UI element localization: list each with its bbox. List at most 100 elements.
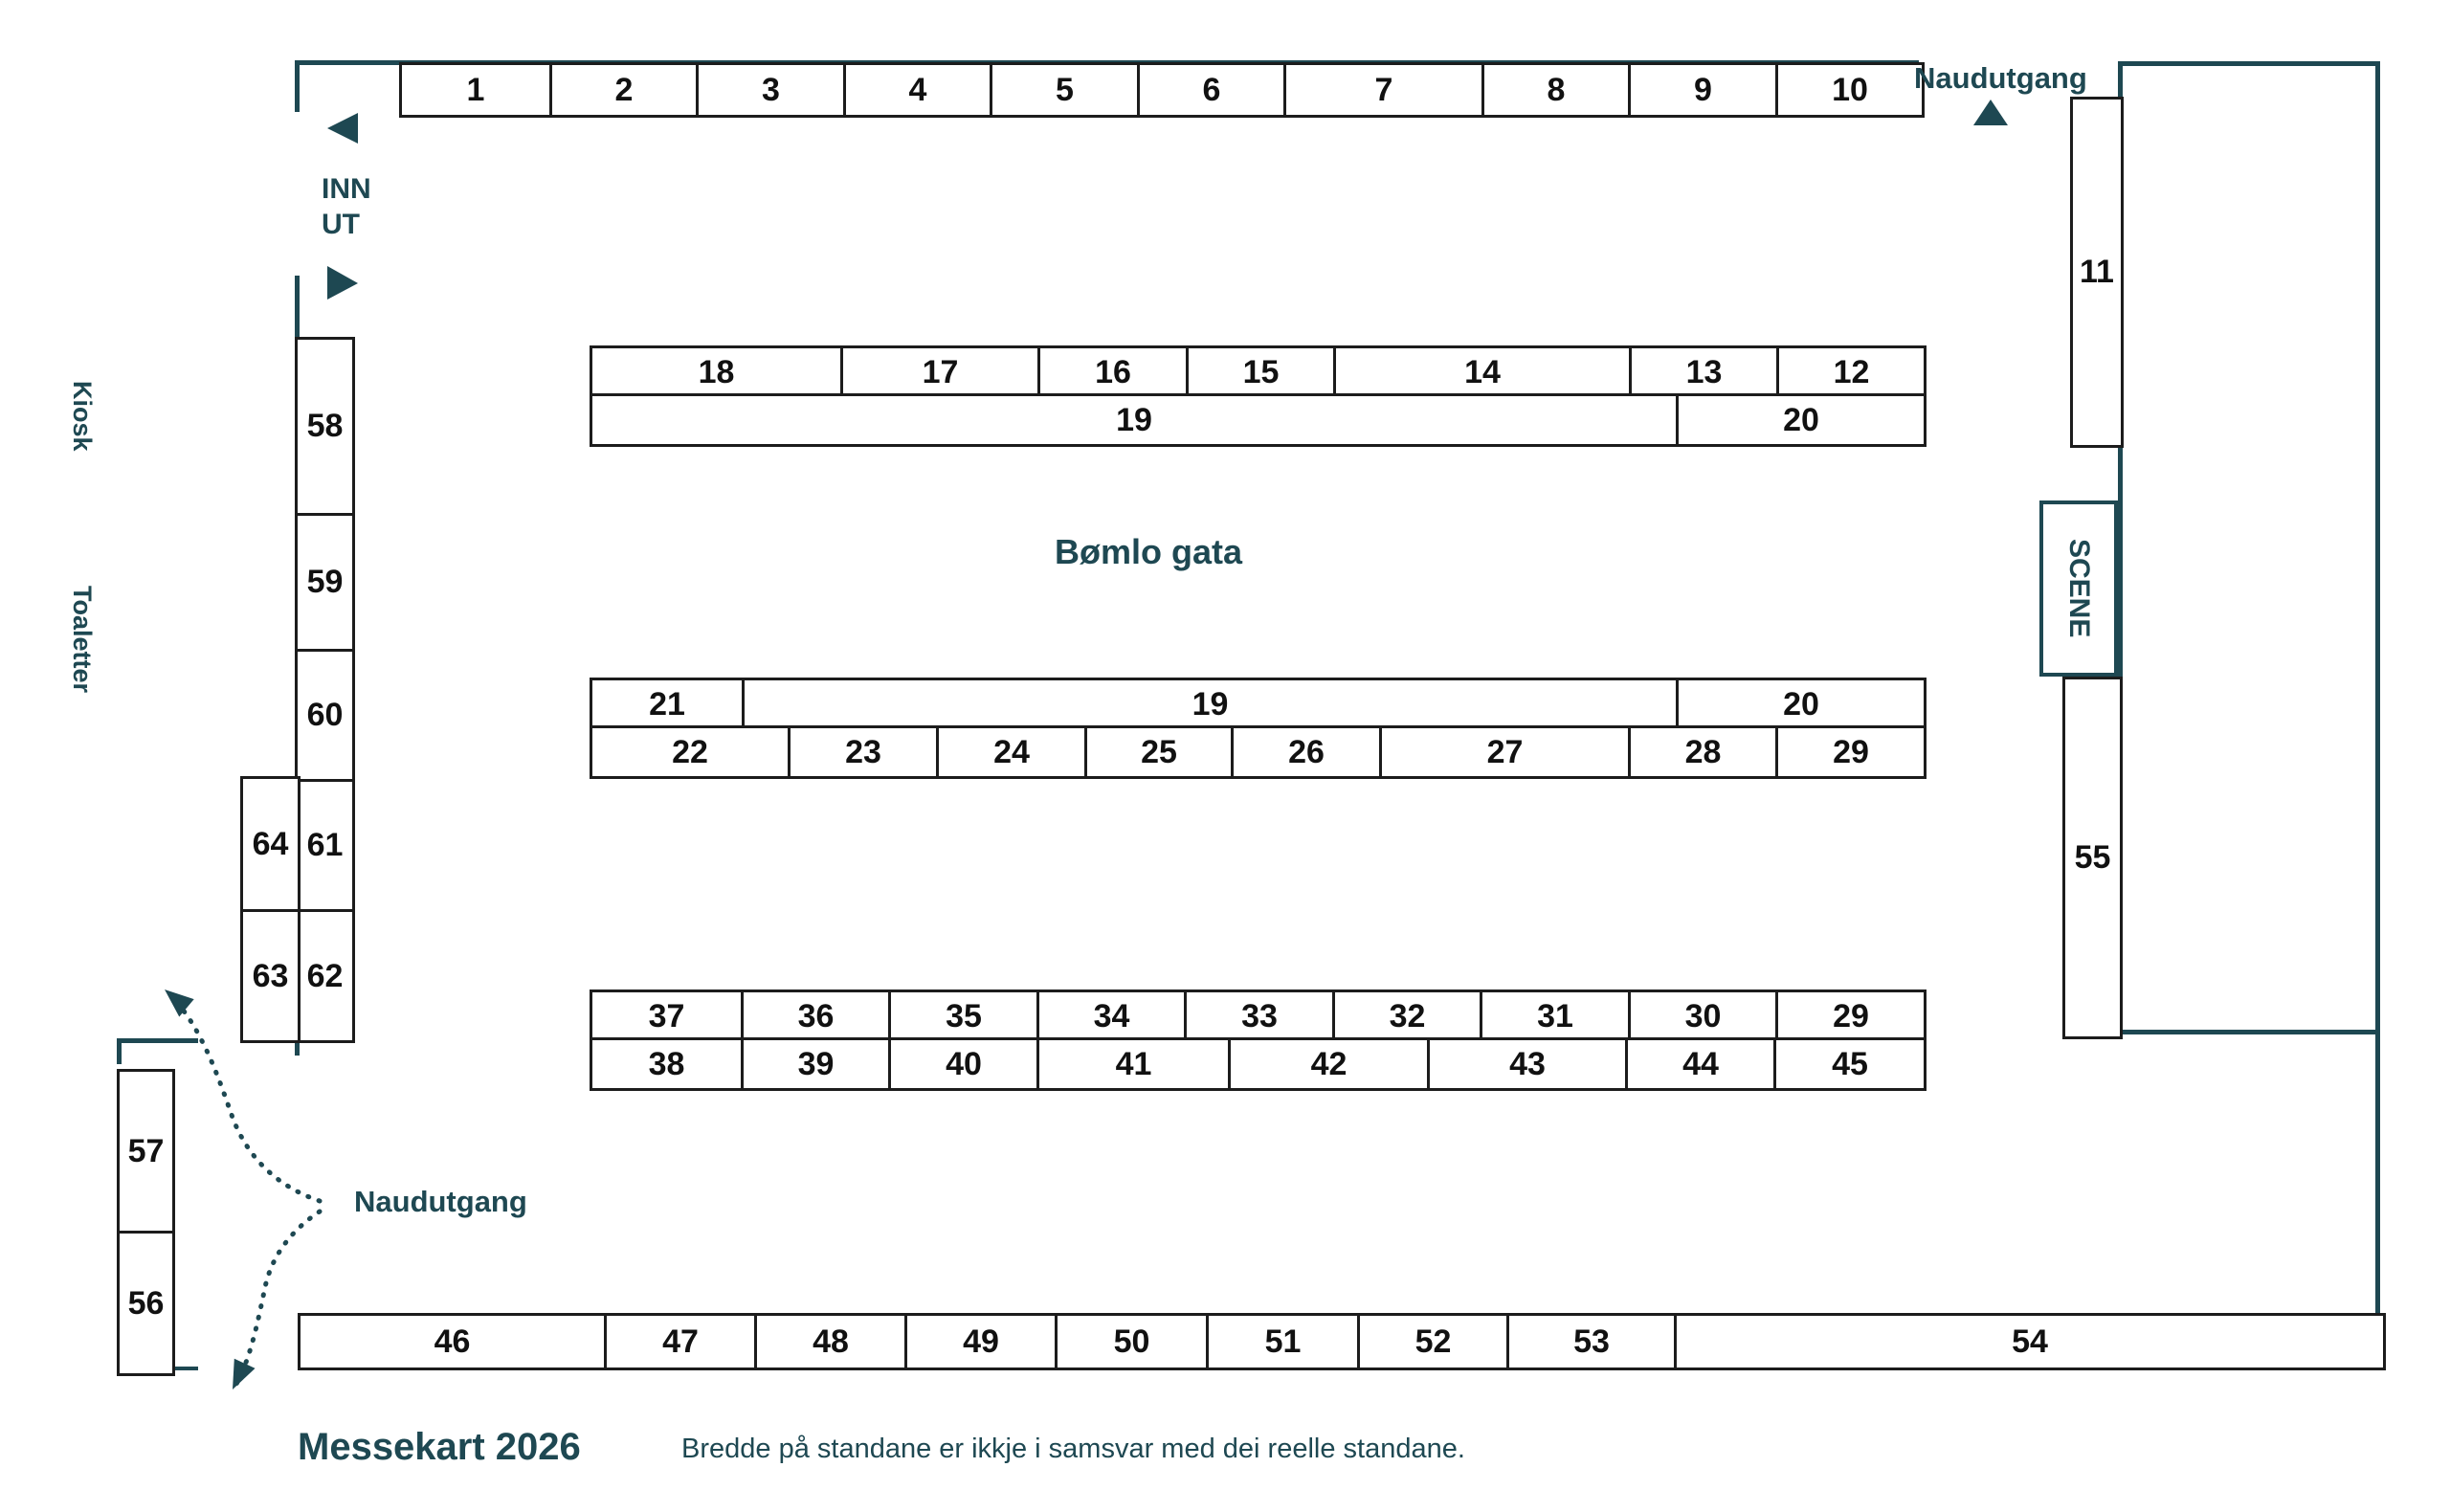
stand-59: 59 bbox=[298, 513, 352, 649]
stand-column: 58 59 60 61 62 bbox=[295, 337, 355, 1043]
stand-row: 46 47 48 49 50 51 52 53 54 bbox=[298, 1313, 2386, 1370]
stand-8: 8 bbox=[1481, 65, 1628, 115]
wall-right-stub bbox=[2375, 1034, 2380, 1313]
entry-arrow-right-icon bbox=[327, 266, 358, 300]
stand-22: 22 bbox=[592, 728, 788, 776]
stand-45: 45 bbox=[1773, 1040, 1924, 1088]
stand-29: 29 bbox=[1775, 728, 1924, 776]
stand-42: 42 bbox=[1228, 1040, 1427, 1088]
naudutgang-top-label: Naudutgang bbox=[1914, 61, 2087, 95]
stand-33: 33 bbox=[1184, 992, 1332, 1040]
stand-19: 19 bbox=[592, 396, 1676, 444]
scene-area: SCENE bbox=[2039, 500, 2118, 677]
entry-arrow-left-icon bbox=[327, 113, 358, 144]
stand-34: 34 bbox=[1036, 992, 1184, 1040]
stand-28: 28 bbox=[1628, 728, 1775, 776]
wall-bottom-left-v bbox=[117, 1038, 122, 1064]
stand-26: 26 bbox=[1231, 728, 1379, 776]
stand-row: 37 36 35 34 33 32 31 30 29 bbox=[590, 989, 1927, 1043]
toaletter-label: Toaletter bbox=[68, 586, 97, 694]
entry-label-inn: INN bbox=[322, 173, 371, 205]
street-label: Bømlo gata bbox=[1054, 532, 1242, 571]
stand-row: 38 39 40 41 42 43 44 45 bbox=[590, 1037, 1927, 1091]
stand-54: 54 bbox=[1674, 1316, 2383, 1367]
stand-20: 20 bbox=[1676, 396, 1924, 444]
stand-55: 55 bbox=[2065, 679, 2120, 1036]
stand-13: 13 bbox=[1629, 348, 1776, 396]
stand-46: 46 bbox=[301, 1316, 604, 1367]
stand-57: 57 bbox=[120, 1072, 172, 1231]
stand-56: 56 bbox=[120, 1231, 172, 1373]
stand-50: 50 bbox=[1055, 1316, 1206, 1367]
stand-53: 53 bbox=[1506, 1316, 1674, 1367]
stand-row: 1 2 3 4 5 6 7 8 9 10 bbox=[399, 62, 1925, 118]
map-disclaimer: Bredde på standane er ikkje i samsvar me… bbox=[681, 1434, 1465, 1464]
stand-24: 24 bbox=[936, 728, 1084, 776]
stand-2: 2 bbox=[549, 65, 696, 115]
stand-row: 18 17 16 15 14 13 12 bbox=[590, 345, 1927, 399]
stand-10: 10 bbox=[1775, 65, 1922, 115]
stand-43: 43 bbox=[1427, 1040, 1625, 1088]
stand-60: 60 bbox=[298, 649, 352, 779]
stand-40: 40 bbox=[888, 1040, 1036, 1088]
stand-30: 30 bbox=[1628, 992, 1775, 1040]
stand-38: 38 bbox=[592, 1040, 741, 1088]
stand-17: 17 bbox=[840, 348, 1037, 396]
stand-16: 16 bbox=[1037, 348, 1186, 396]
stand-12: 12 bbox=[1776, 348, 1924, 396]
stand-row: 21 19 20 bbox=[590, 678, 1927, 731]
stand-3: 3 bbox=[696, 65, 843, 115]
stand-27: 27 bbox=[1379, 728, 1628, 776]
stand-62: 62 bbox=[298, 909, 352, 1040]
stand-49: 49 bbox=[904, 1316, 1055, 1367]
stand-61: 61 bbox=[298, 779, 352, 909]
stand-14: 14 bbox=[1333, 348, 1629, 396]
stand-6: 6 bbox=[1137, 65, 1283, 115]
naudutgang-up-arrow-icon bbox=[1973, 100, 2008, 125]
stand-18: 18 bbox=[592, 348, 840, 396]
wall-top-left-stub bbox=[295, 60, 300, 112]
stand-column: 64 63 bbox=[240, 776, 301, 1043]
stand-44: 44 bbox=[1625, 1040, 1773, 1088]
wall-bottom-left-h bbox=[117, 1038, 198, 1043]
stand-58: 58 bbox=[298, 340, 352, 513]
stand-23: 23 bbox=[788, 728, 936, 776]
kiosk-label: Kiosk bbox=[68, 381, 97, 452]
stand-1: 1 bbox=[402, 65, 549, 115]
stand-63: 63 bbox=[243, 909, 298, 1040]
stand-29: 29 bbox=[1775, 992, 1924, 1040]
stand-64: 64 bbox=[243, 779, 298, 909]
stand-48: 48 bbox=[754, 1316, 904, 1367]
stand-row: 19 20 bbox=[590, 393, 1927, 447]
stand-51: 51 bbox=[1206, 1316, 1357, 1367]
stand-31: 31 bbox=[1480, 992, 1628, 1040]
stand-4: 4 bbox=[843, 65, 990, 115]
escape-arrowhead-upper-icon bbox=[165, 989, 194, 1017]
right-hall-room bbox=[2118, 61, 2380, 1034]
entry-label-ut: UT bbox=[322, 209, 360, 240]
wall-bottom-left-tick bbox=[169, 1367, 198, 1370]
stand-39: 39 bbox=[741, 1040, 888, 1088]
stand-7: 7 bbox=[1283, 65, 1481, 115]
stand-47: 47 bbox=[604, 1316, 754, 1367]
stand-41: 41 bbox=[1036, 1040, 1228, 1088]
stand-21: 21 bbox=[592, 680, 742, 728]
stand-35: 35 bbox=[888, 992, 1036, 1040]
stand-column: 11 bbox=[2070, 97, 2124, 448]
stand-11: 11 bbox=[2073, 100, 2121, 445]
stand-25: 25 bbox=[1084, 728, 1231, 776]
scene-label: SCENE bbox=[2063, 539, 2095, 638]
stand-column: 57 56 bbox=[117, 1069, 175, 1376]
stand-9: 9 bbox=[1628, 65, 1775, 115]
stand-20: 20 bbox=[1676, 680, 1924, 728]
escape-arrowhead-lower-icon bbox=[233, 1358, 256, 1390]
naudutgang-exit-label: Naudutgang bbox=[354, 1185, 527, 1218]
stand-row: 22 23 24 25 26 27 28 29 bbox=[590, 725, 1927, 779]
map-title: Messekart 2026 bbox=[298, 1426, 581, 1468]
stand-32: 32 bbox=[1332, 992, 1480, 1040]
stand-5: 5 bbox=[990, 65, 1137, 115]
stand-15: 15 bbox=[1186, 348, 1333, 396]
stand-column: 55 bbox=[2062, 677, 2123, 1039]
stand-37: 37 bbox=[592, 992, 741, 1040]
